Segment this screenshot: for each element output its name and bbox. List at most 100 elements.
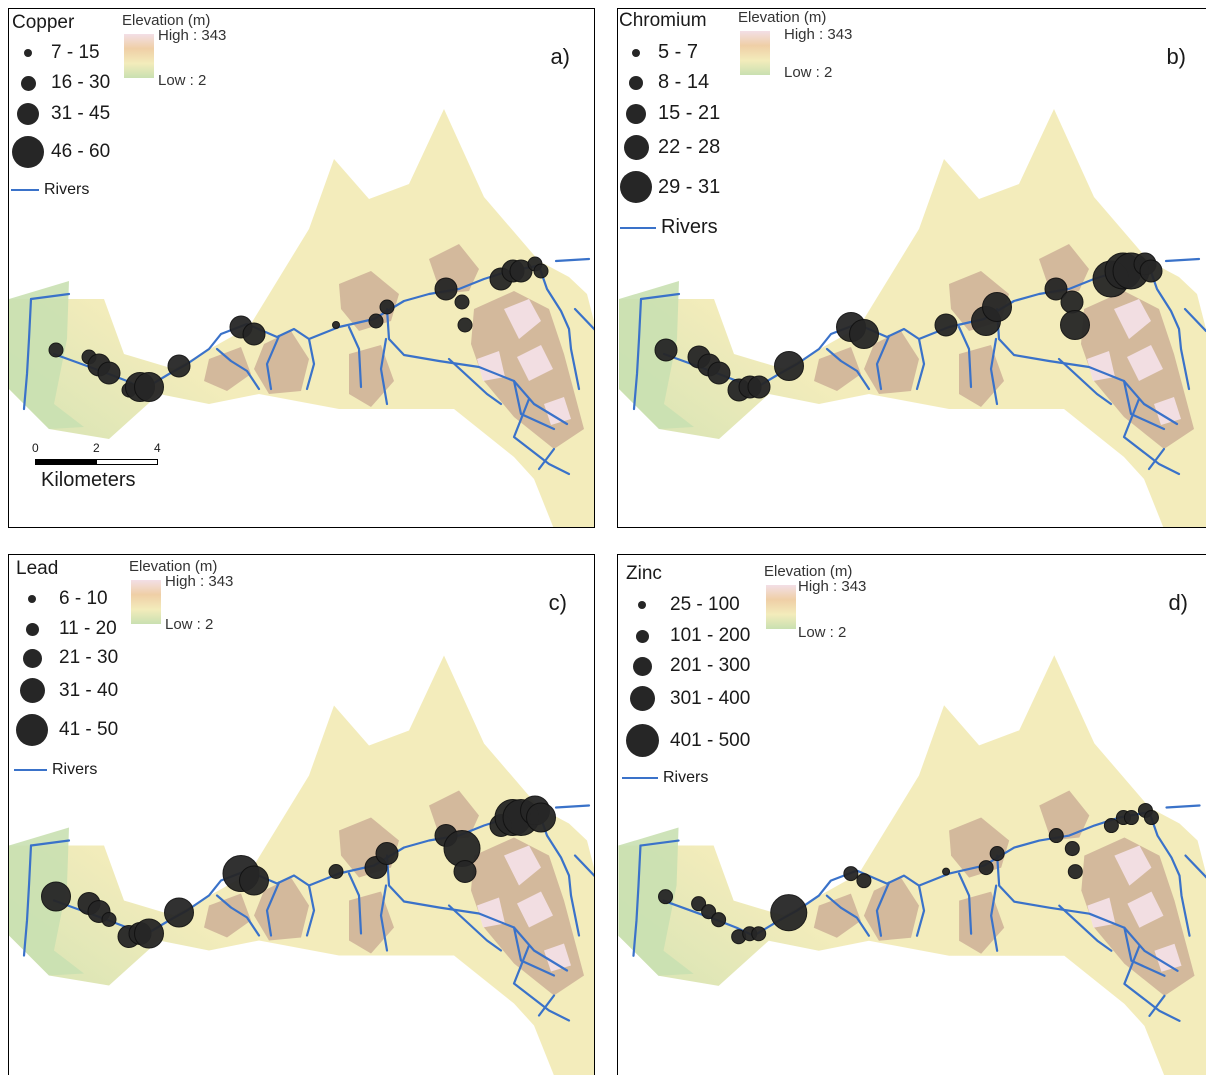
legend-range: 46 - 60 — [51, 141, 111, 162]
river-segment — [573, 854, 594, 877]
rivers-label: Rivers — [52, 761, 98, 778]
sample-point — [434, 277, 458, 301]
highland-relief — [204, 893, 251, 938]
catchment-area — [618, 655, 1206, 1075]
river-segment — [347, 325, 363, 389]
sample-point — [707, 361, 731, 385]
sample-point — [328, 864, 344, 879]
sample-point — [701, 904, 717, 920]
sample-point — [849, 319, 879, 349]
scale-tick-label: 2 — [93, 441, 100, 455]
rivers-label: Rivers — [44, 181, 90, 198]
river-segment — [265, 881, 281, 937]
sample-point — [1103, 818, 1119, 834]
summit-relief — [1114, 299, 1151, 339]
rivers-legend: Rivers — [14, 761, 97, 779]
sample-point — [242, 322, 266, 346]
legend-range: 31 - 40 — [59, 679, 119, 701]
highland-relief — [204, 347, 251, 391]
river-segment — [305, 884, 316, 937]
legend-range: 21 - 30 — [59, 647, 119, 668]
river-line-symbol — [620, 226, 656, 229]
sample-point — [97, 361, 121, 385]
sample-point — [526, 802, 556, 833]
sample-point — [454, 294, 470, 310]
river-segment — [1123, 926, 1166, 977]
river-segment — [1122, 397, 1181, 476]
panel-letter: a) — [550, 44, 570, 69]
map-canvas — [9, 655, 594, 1075]
sample-point — [533, 263, 549, 279]
sample-points — [41, 795, 556, 949]
elevation-color-ramp — [766, 585, 796, 629]
legend-dot — [20, 75, 36, 91]
legend-class-4: 22 - 28 — [618, 135, 720, 160]
panel-title: Zinc — [626, 563, 662, 584]
scale-bar-black-segment — [35, 459, 97, 465]
river-segment — [1184, 854, 1206, 879]
sample-point — [48, 342, 64, 358]
legend-dot — [17, 103, 39, 125]
sample-point — [1139, 259, 1163, 283]
elevation-terrain — [618, 655, 1206, 1075]
river-segment — [29, 839, 71, 847]
elevation-low-label: Low : 2 — [798, 624, 847, 641]
legend-class-3: 31 - 45 — [9, 103, 110, 125]
sample-point — [856, 873, 872, 889]
sample-point — [747, 375, 771, 399]
sample-point — [658, 889, 674, 905]
legend-dot — [28, 595, 36, 603]
river-segment — [512, 944, 571, 1022]
legend-class-4: 46 - 60 — [9, 136, 110, 168]
river-segment — [989, 337, 999, 406]
river-segment — [1148, 811, 1191, 937]
map-panel-lead: Lead 6 - 10 11 - 20 21 - 30 31 - 40 41 -… — [8, 554, 595, 1075]
river-segment — [385, 854, 569, 972]
sample-point — [453, 860, 477, 883]
summit-relief — [517, 345, 553, 381]
sample-point — [1060, 310, 1090, 340]
legend-dot — [25, 622, 39, 636]
legend-range: 7 - 15 — [51, 42, 100, 63]
river-segment — [29, 292, 71, 301]
river-segment — [22, 844, 33, 957]
catchment-area — [619, 109, 1206, 527]
sample-point — [1143, 809, 1159, 826]
summit-relief — [504, 299, 541, 339]
river-segment — [379, 884, 389, 952]
sample-point — [843, 866, 859, 882]
elevation-legend-title: Elevation (m) — [129, 558, 218, 575]
river-network — [22, 257, 594, 476]
rivers-legend: Rivers — [622, 769, 708, 787]
highland-relief — [863, 877, 920, 941]
river-segment — [639, 292, 681, 301]
sample-point — [1067, 864, 1083, 880]
elevation-terrain — [9, 655, 594, 1075]
legend-dot — [625, 724, 659, 757]
sample-point — [1060, 290, 1084, 314]
scale-tick-label: 4 — [154, 441, 161, 455]
panel-title: Lead — [16, 558, 59, 579]
river-segment — [825, 347, 871, 391]
sample-point — [654, 338, 678, 362]
elevation-legend-title: Elevation (m) — [764, 563, 853, 580]
legend-dot — [632, 656, 652, 676]
elevation-low-label: Low : 2 — [165, 616, 214, 633]
river-segment — [1147, 264, 1191, 391]
sample-point — [332, 321, 340, 329]
rivers-label: Rivers — [663, 769, 709, 786]
legend-dot — [24, 49, 32, 57]
highland-relief — [1039, 790, 1090, 841]
river-segment — [573, 307, 594, 331]
catchment-area — [9, 109, 594, 527]
map-panel-copper: Copper 7 - 15 16 - 30 31 - 45 46 - 60 Ri… — [8, 8, 595, 528]
summit-relief — [1127, 891, 1164, 928]
elevation-terrain — [9, 109, 594, 527]
river-segment — [215, 347, 261, 391]
legend-class-1: 6 - 10 — [9, 588, 108, 610]
summit-relief — [1154, 397, 1181, 425]
river-segment — [1123, 944, 1181, 1022]
river-segment — [447, 357, 503, 406]
river-segment — [995, 307, 1179, 426]
summit-relief — [1127, 345, 1163, 381]
